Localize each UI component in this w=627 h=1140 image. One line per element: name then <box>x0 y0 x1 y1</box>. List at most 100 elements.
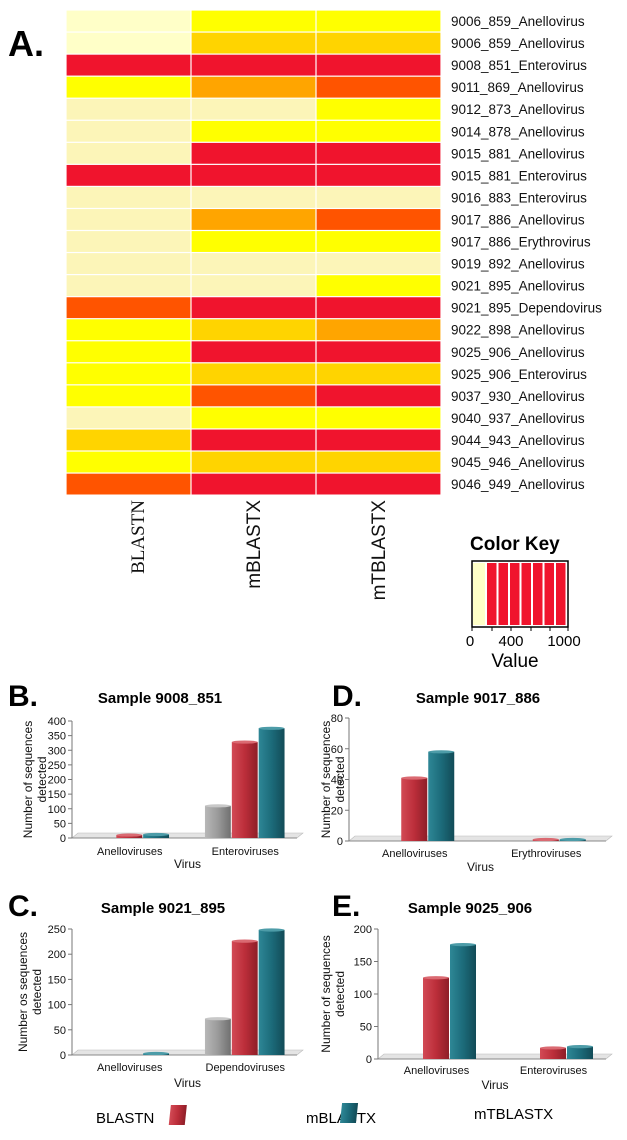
bar-chart-b: Sample 9008_851 0 50 100 150 200 250 300 350 400N… <box>21 690 304 871</box>
heatmap-row-label: 9017_886_Anellovirus <box>451 212 585 227</box>
y-tick-label: 200 <box>48 949 66 961</box>
heatmap-cell <box>66 142 191 164</box>
heatmap-cell <box>66 319 191 341</box>
x-axis-label: Virus <box>467 860 494 874</box>
heatmap-row-label: 9006_859_Anellovirus <box>451 36 585 51</box>
heatmap-row-label: 9021_895_Anellovirus <box>451 279 585 294</box>
bar-cap <box>143 832 170 837</box>
heatmap-cell <box>316 142 441 164</box>
color-key-swatch <box>473 563 485 625</box>
y-tick-label: 50 <box>360 1022 372 1034</box>
heatmap-cell <box>316 341 441 363</box>
heatmap-column-label: BLASTN <box>128 500 149 574</box>
color-key-bar <box>471 560 569 631</box>
y-tick-label: 100 <box>48 804 66 816</box>
color-key-swatch <box>533 563 543 625</box>
heatmap-row-label: 9025_906_Enterovirus <box>451 367 587 382</box>
y-tick-label: 0 <box>366 1054 372 1066</box>
color-key-tick-1000: 1000 <box>547 633 580 650</box>
bar-cap <box>231 740 258 744</box>
heatmap-cell <box>191 10 316 32</box>
heatmap-row-label: 9017_886_Erythrovirus <box>451 235 591 250</box>
heatmap-row-label: 9022_898_Anellovirus <box>451 323 585 338</box>
heatmap-cell <box>191 76 316 98</box>
bar-cap <box>143 1051 170 1056</box>
legend: BLASTN mBLASTX mTBLASTX <box>96 1103 553 1127</box>
heatmap-cell <box>191 164 316 186</box>
heatmap-row-label: 9040_937_Anellovirus <box>451 411 585 426</box>
legend-label-blastn: BLASTN <box>96 1110 154 1127</box>
bar <box>428 751 455 841</box>
x-tick-label: Anelloviruses <box>97 1062 163 1074</box>
bar <box>231 742 258 838</box>
bar-cap <box>428 750 455 754</box>
heatmap-cell <box>316 120 441 142</box>
y-tick-label: 0 <box>60 833 66 845</box>
x-tick-label: Erythroviruses <box>511 848 582 860</box>
y-tick-label: 60 <box>331 744 343 756</box>
bar-cap <box>258 726 285 730</box>
bar-cap <box>204 1017 231 1021</box>
x-axis-label: Virus <box>174 857 201 871</box>
heatmap-cell <box>66 363 191 385</box>
heatmap-cell <box>66 32 191 54</box>
bar-cap <box>532 837 559 842</box>
panel-label-c: C. <box>8 890 38 923</box>
color-key-tick-0: 0 <box>466 633 474 650</box>
x-axis-label: Virus <box>174 1076 201 1090</box>
bar-cap <box>258 928 285 932</box>
heatmap-row-label: 9025_906_Anellovirus <box>451 345 585 360</box>
heatmap-row-label: 9014_878_Anellovirus <box>451 124 585 139</box>
heatmap-cell <box>316 407 441 429</box>
y-axis-label: Number of sequencesdetected <box>21 721 49 838</box>
y-tick-label: 250 <box>48 760 66 772</box>
heatmap-cell <box>66 429 191 451</box>
heatmap-cell <box>316 319 441 341</box>
bar-cap <box>559 837 586 842</box>
heatmap-cell <box>66 54 191 76</box>
heatmap-cell <box>316 10 441 32</box>
heatmap-row-label: 9006_859_Anellovirus <box>451 14 585 29</box>
heatmap-cell <box>191 429 316 451</box>
heatmap-row-label: 9037_930_Anellovirus <box>451 389 585 404</box>
panel-label-a: A. <box>8 23 44 64</box>
panel-label-b: B. <box>8 680 38 713</box>
color-key-swatch <box>487 563 497 625</box>
color-key-label: Value <box>491 651 538 672</box>
y-tick-label: 400 <box>48 716 66 728</box>
bar-chart-c: Sample 9021_895 0 50 100 150 200 250 Number os … <box>16 900 304 1090</box>
heatmap-cell <box>191 407 316 429</box>
heatmap-column-label: mBLASTX <box>244 500 265 589</box>
heatmap-cell <box>66 451 191 473</box>
heatmap-cell <box>66 341 191 363</box>
x-tick-label: Dependoviruses <box>206 1062 286 1074</box>
heatmap-cell <box>191 142 316 164</box>
bar <box>204 1018 231 1055</box>
heatmap-cell <box>191 275 316 297</box>
bar-chart-e: Sample 9025_906 0 50 100 150 200 Number of seq… <box>319 900 613 1092</box>
heatmap-cell <box>316 32 441 54</box>
y-tick-label: 150 <box>48 789 66 801</box>
y-tick-label: 20 <box>331 805 343 817</box>
x-tick-label: Enteroviruses <box>520 1065 588 1077</box>
legend-swatch-mblastx <box>168 1105 187 1125</box>
heatmap-row-label: 9011_869_Anellovirus <box>451 80 584 95</box>
panel-label-d: D. <box>332 680 362 713</box>
heatmap-cell <box>66 253 191 274</box>
y-tick-label: 250 <box>48 924 66 936</box>
heatmap: 9006_859_Anellovirus 9006_859_Anellovirus… <box>66 10 602 600</box>
heatmap-cell <box>316 275 441 297</box>
color-key-swatch <box>556 563 566 625</box>
heatmap-cell <box>191 187 316 208</box>
chart-title: Sample 9021_895 <box>101 900 225 917</box>
color-key-swatch <box>521 563 531 625</box>
y-tick-label: 100 <box>48 1000 66 1012</box>
bar-cap <box>116 833 143 837</box>
x-axis-label: Virus <box>481 1078 508 1092</box>
y-tick-label: 200 <box>48 775 66 787</box>
bar <box>231 941 258 1055</box>
heatmap-row-label: 9015_881_Anellovirus <box>451 146 585 161</box>
heatmap-cell <box>316 385 441 407</box>
heatmap-cell <box>66 407 191 429</box>
